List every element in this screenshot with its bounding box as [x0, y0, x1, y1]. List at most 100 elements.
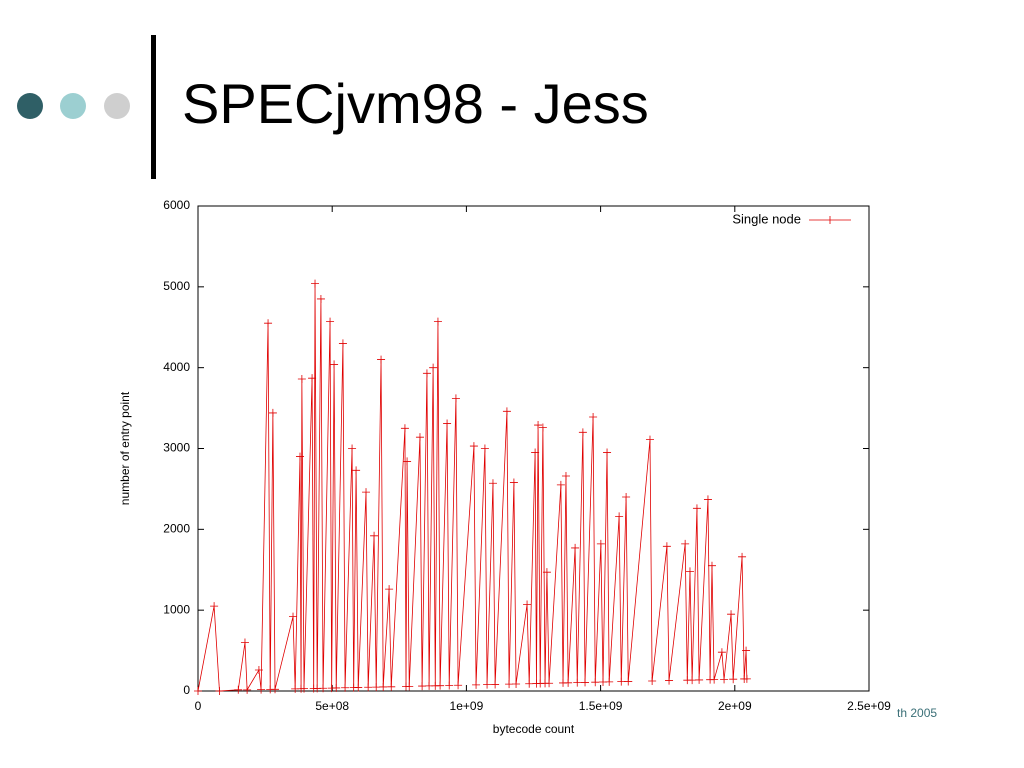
point-marker: [622, 493, 631, 501]
point-marker: [379, 682, 388, 691]
point-marker: [215, 687, 224, 695]
point-marker: [454, 681, 463, 690]
point-marker: [483, 680, 492, 689]
point-marker: [648, 676, 657, 685]
point-marker: [729, 675, 738, 684]
point-marker: [738, 552, 747, 561]
point-marker: [571, 543, 580, 552]
point-marker: [348, 444, 357, 453]
point-marker: [525, 679, 534, 688]
point-marker: [422, 369, 431, 378]
x-tick-label: 2e+09: [718, 699, 752, 713]
point-marker: [326, 317, 335, 326]
bullet-dot: [17, 93, 43, 119]
x-tick-label: 1e+09: [450, 699, 484, 713]
point-marker: [364, 683, 373, 692]
point-marker: [534, 421, 543, 430]
point-marker: [688, 676, 697, 685]
point-marker: [240, 638, 249, 647]
point-marker: [295, 452, 304, 461]
point-marker: [372, 683, 381, 692]
point-marker: [662, 542, 671, 551]
point-marker: [268, 408, 277, 417]
point-marker: [727, 610, 736, 619]
point-marker: [491, 680, 500, 689]
point-marker: [469, 442, 478, 451]
y-tick-label: 1000: [163, 602, 190, 616]
point-marker: [615, 512, 624, 521]
point-marker: [194, 687, 202, 695]
point-marker: [556, 480, 565, 489]
point-marker: [352, 466, 361, 475]
point-marker: [710, 675, 719, 684]
point-marker: [624, 677, 633, 686]
point-marker: [617, 677, 626, 686]
y-tick-label: 5000: [163, 279, 190, 293]
plot-frame: [197, 205, 870, 692]
point-marker: [564, 678, 573, 687]
footer: th 2005: [897, 706, 937, 720]
point-marker: [665, 676, 674, 685]
point-marker: [488, 479, 497, 488]
point-marker: [573, 678, 582, 687]
point-marker: [243, 685, 252, 694]
point-marker: [596, 539, 605, 548]
point-marker: [720, 675, 729, 684]
point-marker: [443, 419, 452, 428]
point-marker: [311, 279, 320, 288]
point-marker: [561, 471, 570, 480]
point-marker: [370, 531, 379, 540]
point-marker: [254, 665, 263, 674]
point-marker: [685, 567, 694, 576]
point-marker: [341, 683, 350, 692]
point-marker: [717, 648, 726, 657]
point-marker: [542, 568, 551, 577]
legend-label: Single node: [732, 211, 801, 226]
point-marker: [502, 407, 511, 416]
point-marker: [645, 435, 654, 444]
point-marker: [415, 433, 424, 442]
point-marker: [429, 363, 438, 372]
x-axis-label: bytecode count: [493, 722, 575, 736]
point-marker: [591, 678, 600, 687]
point-marker: [354, 683, 363, 692]
point-marker: [578, 428, 587, 437]
y-tick-label: 0: [183, 683, 190, 697]
point-marker: [545, 679, 554, 688]
point-marker: [362, 488, 371, 497]
point-marker: [433, 317, 442, 326]
point-marker: [603, 448, 612, 457]
point-marker: [742, 674, 751, 683]
point-marker: [385, 585, 394, 594]
point-marker: [581, 678, 590, 687]
point-marker: [332, 683, 341, 692]
x-tick-label: 2.5e+09: [847, 699, 891, 713]
point-marker: [531, 448, 540, 457]
y-axis-label: number of entry point: [118, 391, 132, 505]
point-marker: [319, 684, 328, 693]
point-marker: [512, 679, 521, 688]
point-marker: [403, 457, 412, 466]
chart: 0 1000 2000 3000 4000 5000 6000 0 5e+08 1e+09 1.5e…: [118, 198, 891, 736]
y-tick-label: 4000: [163, 360, 190, 374]
title-bar: [151, 35, 156, 179]
point-marker: [695, 675, 704, 684]
point-marker: [338, 339, 347, 348]
x-tick-label: 5e+08: [315, 699, 349, 713]
point-marker: [605, 677, 614, 686]
point-marker: [300, 684, 309, 693]
point-marker: [289, 612, 298, 621]
point-marker: [387, 682, 396, 691]
point-marker: [692, 504, 701, 513]
point-marker: [445, 681, 454, 690]
point-marker: [405, 682, 414, 691]
point-marker: [330, 360, 339, 369]
point-marker: [472, 680, 481, 689]
bullet-dot: [104, 93, 130, 119]
point-marker: [418, 682, 427, 691]
point-marker: [377, 355, 386, 364]
point-marker: [264, 319, 273, 328]
point-marker: [297, 374, 306, 383]
point-marker: [400, 424, 409, 433]
